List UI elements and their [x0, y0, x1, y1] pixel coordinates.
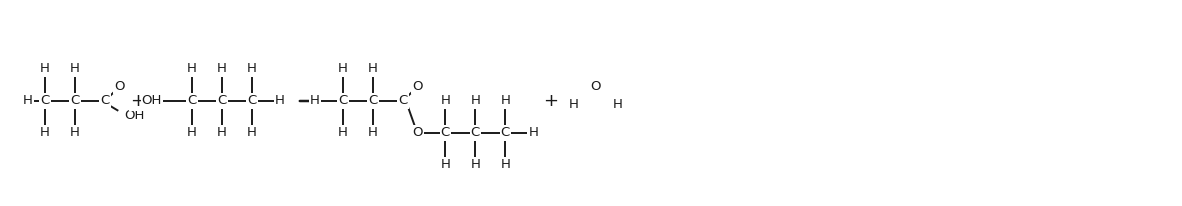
Text: H: H — [217, 126, 227, 139]
Text: C: C — [217, 95, 227, 108]
Text: C: C — [338, 95, 348, 108]
Text: H: H — [70, 62, 80, 76]
Text: H: H — [187, 62, 197, 76]
Text: H: H — [187, 126, 197, 139]
Text: C: C — [470, 126, 480, 139]
Text: C: C — [188, 95, 196, 108]
Text: C: C — [501, 126, 509, 139]
Text: C: C — [247, 95, 256, 108]
Text: C: C — [71, 95, 79, 108]
Text: H: H — [247, 126, 256, 139]
Text: H: H — [338, 126, 348, 139]
Text: O: O — [590, 80, 600, 92]
Text: H: H — [217, 62, 227, 76]
Text: H: H — [470, 158, 480, 172]
Text: H: H — [612, 97, 622, 110]
Text: C: C — [40, 95, 50, 108]
Text: H: H — [40, 126, 50, 139]
Text: C: C — [369, 95, 377, 108]
Text: C: C — [100, 95, 110, 108]
Text: H: H — [441, 158, 450, 172]
Text: H: H — [70, 126, 80, 139]
Text: H: H — [40, 62, 50, 76]
Text: H: H — [368, 62, 378, 76]
Text: O: O — [413, 80, 422, 93]
Text: O: O — [413, 126, 422, 139]
Text: H: H — [275, 95, 285, 108]
Text: OH: OH — [124, 109, 144, 122]
Text: H: H — [569, 97, 578, 110]
Text: H: H — [470, 95, 480, 108]
Text: H: H — [247, 62, 256, 76]
Text: C: C — [441, 126, 450, 139]
Text: H: H — [310, 95, 320, 108]
Text: H: H — [500, 158, 511, 172]
Text: H: H — [338, 62, 348, 76]
Text: +: + — [130, 92, 145, 110]
Text: +: + — [543, 92, 558, 110]
Text: H: H — [441, 95, 450, 108]
Text: H: H — [500, 95, 511, 108]
Text: H: H — [528, 126, 538, 139]
Text: H: H — [368, 126, 378, 139]
Text: C: C — [398, 95, 408, 108]
Text: OH: OH — [142, 95, 162, 108]
Text: H: H — [24, 95, 33, 108]
Text: O: O — [113, 80, 124, 93]
